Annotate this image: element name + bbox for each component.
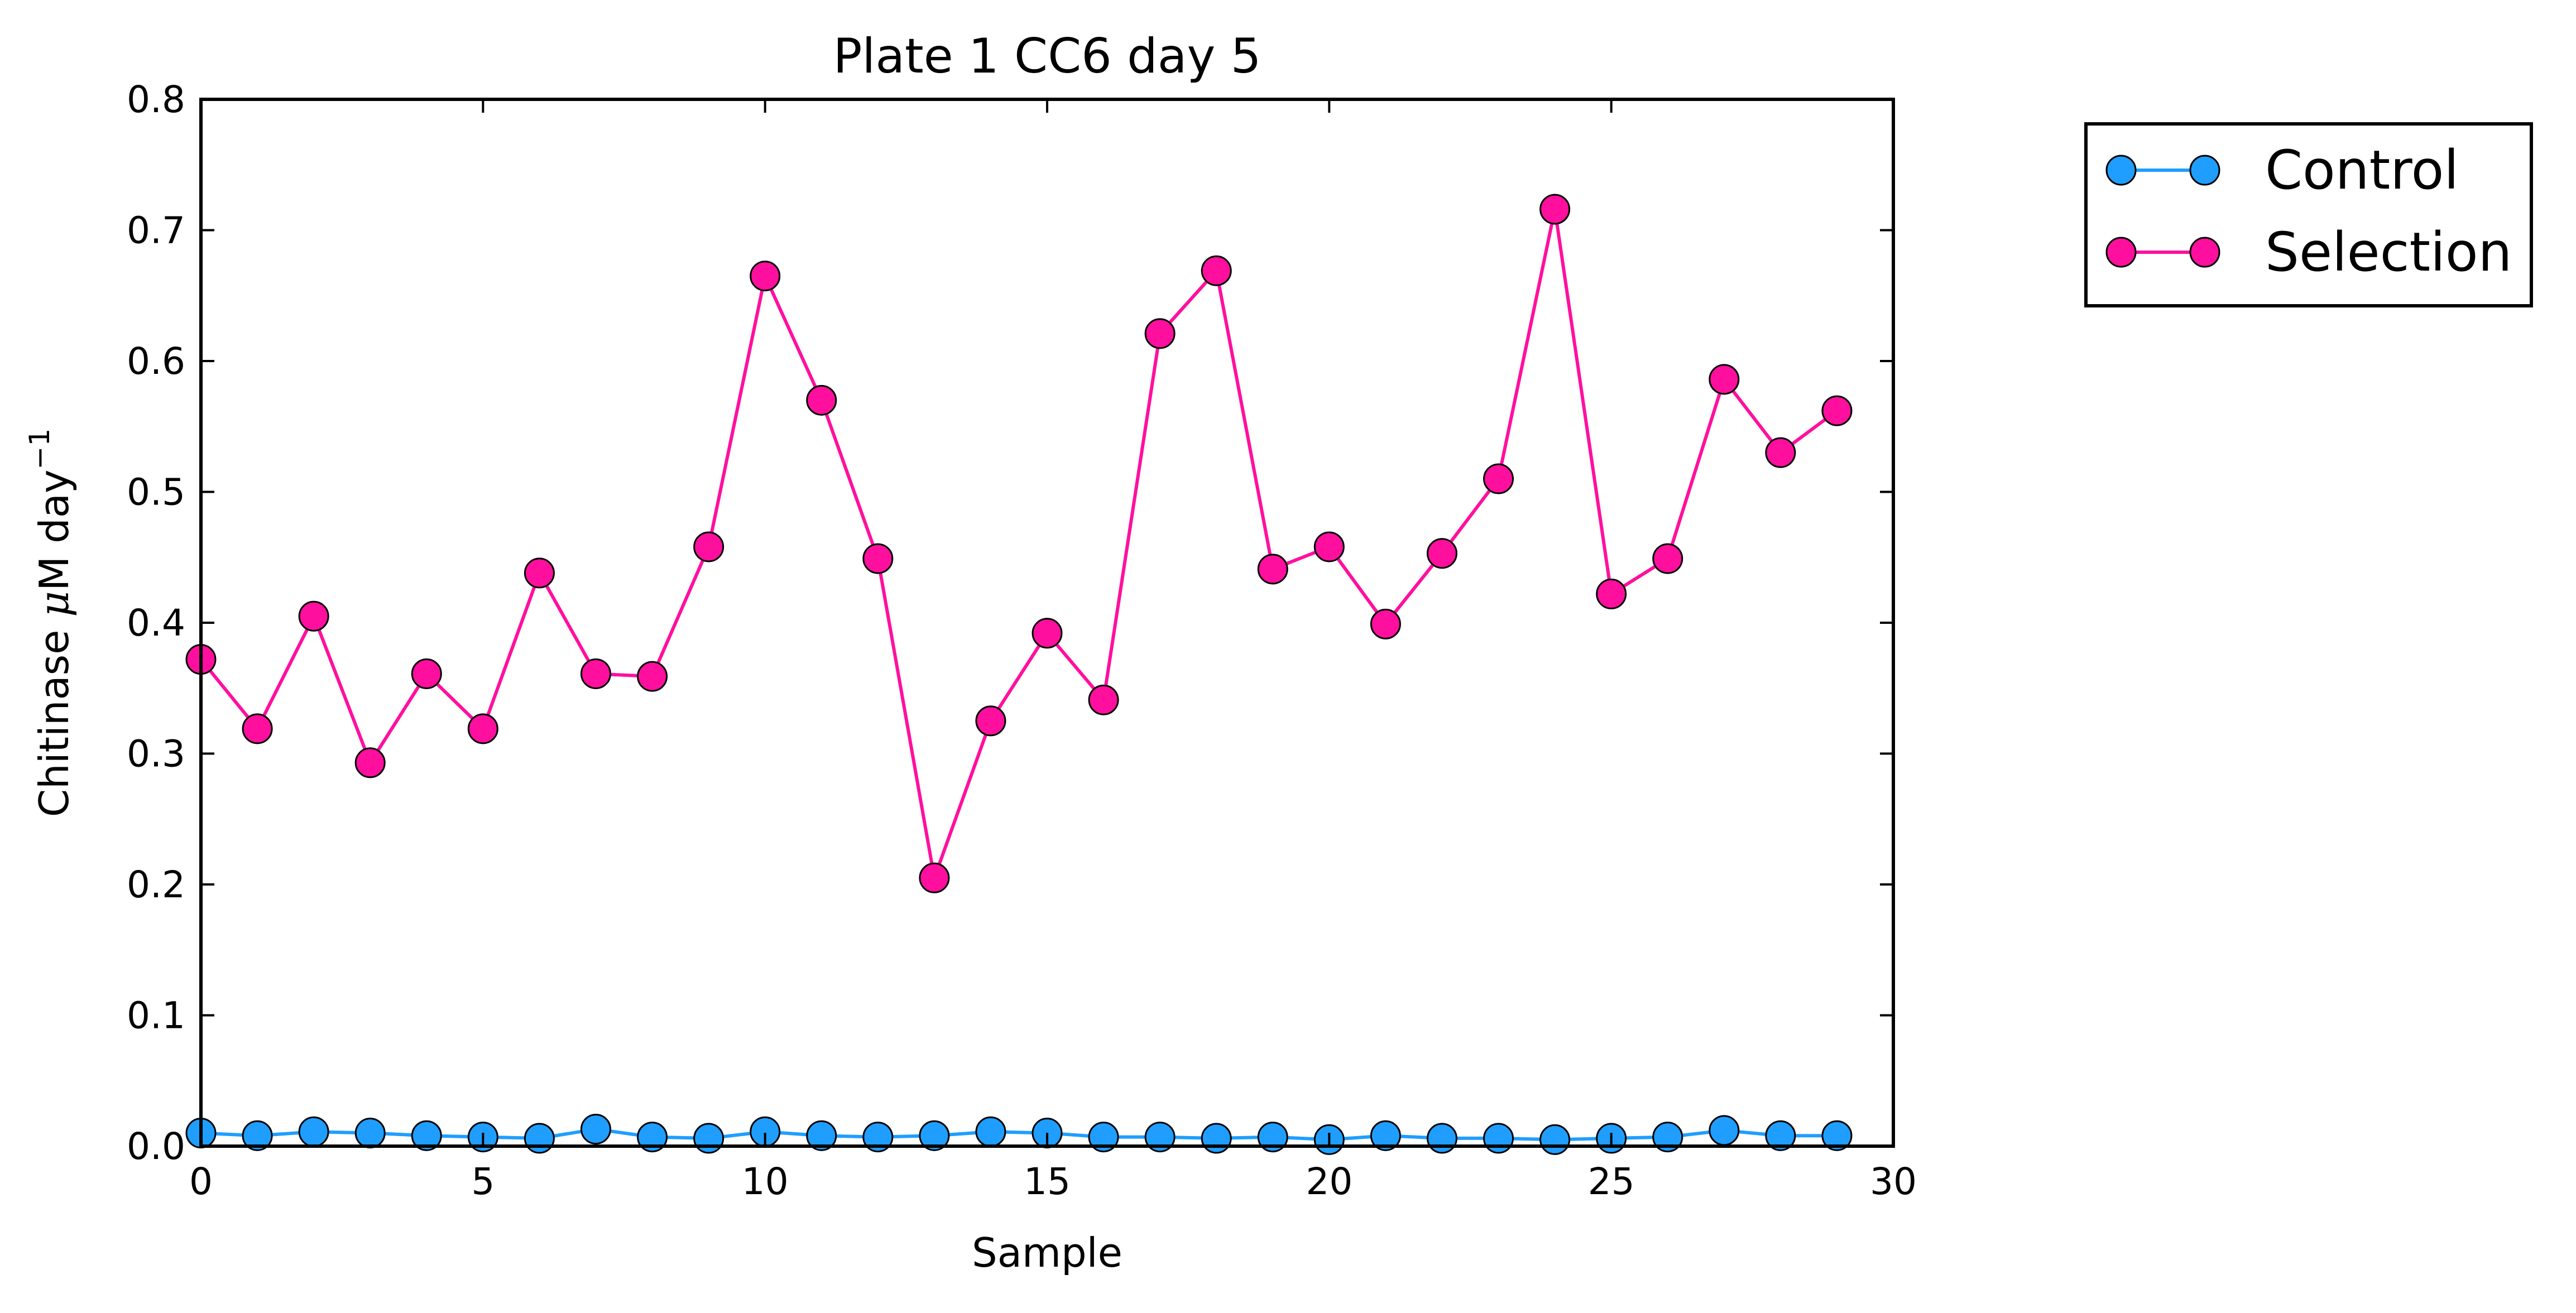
- data-point-selection: [1370, 608, 1401, 639]
- data-point-selection: [806, 384, 837, 416]
- data-point-selection: [1201, 255, 1232, 286]
- data-point-control: [1088, 1122, 1119, 1153]
- legend-box: [2084, 122, 2533, 307]
- data-point-control: [242, 1120, 273, 1151]
- y-tick-label: 0.4: [127, 602, 185, 645]
- legend-marker-selection: [2105, 237, 2137, 268]
- x-tick-label: 5: [471, 1160, 495, 1203]
- data-point-control: [862, 1122, 894, 1153]
- data-point-selection: [1765, 437, 1796, 468]
- data-point-selection: [1313, 531, 1345, 562]
- chart-title: Plate 1 CC6 day 5: [833, 28, 1261, 84]
- y-tick-label: 0.2: [127, 863, 185, 906]
- legend-label-control: Control: [2265, 139, 2459, 201]
- y-tick-label: 0.5: [127, 471, 185, 514]
- data-point-selection: [1539, 194, 1571, 225]
- data-point-control: [1426, 1123, 1457, 1154]
- data-point-selection: [354, 747, 386, 778]
- y-tick-label: 0.7: [127, 209, 185, 252]
- data-point-selection: [524, 557, 555, 589]
- y-tick-label: 0.8: [127, 78, 185, 121]
- data-point-control: [580, 1114, 611, 1145]
- data-point-selection: [467, 713, 498, 744]
- data-point-control: [1144, 1122, 1176, 1153]
- data-point-control: [975, 1116, 1006, 1147]
- ticks-layer: 0 5 10 15 20 25 30 0.0 0.1 0.2 0.3 0.4 0.5 0.6 0.7 0.8: [127, 78, 1917, 1203]
- data-point-selection: [411, 658, 442, 689]
- x-tick-label: 30: [1870, 1160, 1917, 1203]
- plot-frame: [199, 98, 1895, 1148]
- data-point-selection: [1821, 395, 1853, 426]
- data-point-selection: [1596, 578, 1627, 609]
- y-tick-label: 0.0: [127, 1125, 185, 1168]
- data-point-control: [806, 1120, 837, 1151]
- data-point-selection: [242, 713, 273, 744]
- data-point-control: [1483, 1123, 1514, 1154]
- data-point-selection: [637, 661, 668, 692]
- y-tick-label: 0.3: [127, 733, 185, 776]
- x-tick-label: 0: [189, 1160, 213, 1203]
- data-point-selection: [1088, 684, 1119, 715]
- data-point-selection: [1032, 618, 1063, 649]
- data-point-control: [524, 1123, 555, 1154]
- data-point-control: [693, 1123, 725, 1154]
- legend-marker-control: [2189, 155, 2220, 186]
- x-tick-label: 20: [1306, 1160, 1352, 1203]
- x-axis-label: Sample: [972, 1229, 1122, 1276]
- data-point-control: [1765, 1120, 1796, 1151]
- data-point-control: [1370, 1120, 1401, 1151]
- data-point-selection: [1483, 463, 1514, 494]
- data-point-control: [637, 1122, 668, 1153]
- data-point-selection: [1709, 364, 1740, 395]
- x-tick-label: 10: [742, 1160, 789, 1203]
- data-point-selection: [298, 600, 329, 632]
- data-point-selection: [1257, 554, 1288, 585]
- data-point-selection: [750, 261, 781, 292]
- legend-entry-selection: Selection: [2105, 221, 2512, 283]
- data-point-selection: [1652, 543, 1683, 574]
- legend-marker-control: [2105, 155, 2137, 186]
- legend: Control Selection: [2084, 122, 2533, 307]
- data-point-control: [1539, 1124, 1571, 1155]
- data-point-control: [1709, 1115, 1740, 1146]
- data-point-control: [1257, 1122, 1288, 1153]
- data-point-selection: [862, 543, 894, 574]
- data-point-selection: [580, 658, 611, 689]
- data-point-control: [919, 1120, 950, 1151]
- y-tick-label: 0.1: [127, 994, 185, 1037]
- data-point-control: [1201, 1123, 1232, 1154]
- data-point-control: [354, 1118, 386, 1149]
- x-tick-label: 25: [1588, 1160, 1635, 1203]
- data-point-control: [411, 1120, 442, 1151]
- data-point-selection: [1426, 538, 1457, 569]
- x-tick-label: 15: [1024, 1160, 1071, 1203]
- data-point-selection: [1144, 318, 1176, 349]
- data-point-selection: [919, 862, 950, 893]
- data-point-control: [1821, 1120, 1853, 1151]
- y-axis-label: Chitinase μM day−1: [23, 429, 78, 817]
- legend-entry-control: Control: [2105, 139, 2459, 201]
- y-tick-label: 0.6: [127, 340, 185, 383]
- data-point-selection: [693, 531, 725, 562]
- data-point-selection: [975, 705, 1006, 737]
- data-point-control: [298, 1116, 329, 1147]
- data-point-control: [1652, 1122, 1683, 1153]
- legend-label-selection: Selection: [2265, 221, 2512, 283]
- legend-marker-selection: [2189, 237, 2220, 268]
